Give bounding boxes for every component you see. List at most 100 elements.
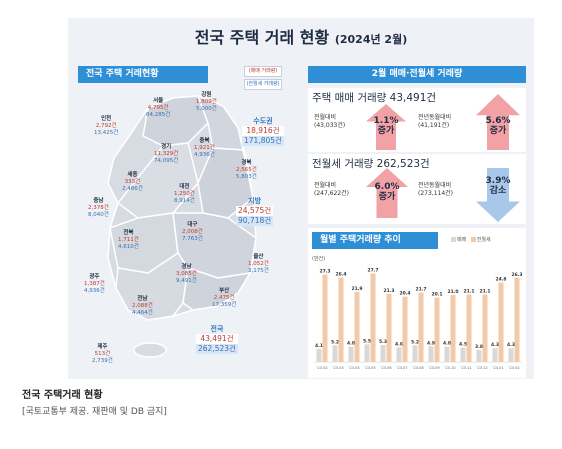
region-jeonbuk: 전북 1,711건 4,610건 [118,230,139,251]
tick-label-0: '23.02 [316,366,327,370]
tick-label-7: '23.09 [428,366,440,370]
chart-unit-label: (만건) [312,255,325,262]
region-name: 광주 [89,274,100,280]
sale-yoy-prev: (41,191건) [418,122,450,129]
region-daegu: 대구 2,008건 7,763건 [182,222,203,243]
rent-yoy-label: 전년동월대비 (273,114건) [418,182,453,198]
region-sale: 3,085건 [176,271,197,277]
region-capital: 수도권 18,916건 171,805건 [242,116,284,146]
rent-yoy-label-text: 전년동월대비 [418,182,452,189]
legend-sale: (매매 거래량) [244,66,282,77]
bar-rent-8 [450,294,456,362]
label-sale-2: 4.8 [347,341,355,347]
region-sale: 2,088건 [132,303,153,309]
sale-mom-label-text: 전월대비 [314,114,337,121]
region-sale: 1,387건 [84,281,105,287]
region-sale: 2,008건 [182,229,203,235]
label-sale-4: 5.3 [379,339,387,345]
legend-swatch-sale [451,237,456,242]
local-name: 지방 [248,197,262,205]
korea-map-shape [107,94,257,358]
label-rent-3: 27.7 [367,267,378,273]
bar-sale-2 [348,346,354,362]
rent-yoy-dir: 감소 [489,186,507,196]
region-jeju: 제주 513건 2,739건 [92,344,113,365]
label-rent-10: 21.1 [479,288,490,294]
label-rent-8: 21.0 [447,289,458,295]
region-rent: 5,000건 [196,106,217,112]
bar-sale-12 [508,348,514,362]
right-panel-header: 2월 매매·전월세 거래량 [308,66,526,83]
sale-yoy-pct-value: 5.6% [485,116,511,126]
infographic-title: 전국 주택 거래 현황 (2024년 2월) [68,24,534,48]
region-rent: 84,285건 [146,112,171,118]
monthly-chart-panel: 월별 주택거래량 추이 매매 전월세 (만건) 4.1 27.3 '23.02 5.2… [308,228,526,378]
region-rent: 5,803건 [236,174,257,180]
capital-rent: 171,805건 [242,136,284,146]
label-sale-0: 4.1 [315,343,323,349]
label-sale-5: 4.6 [395,341,403,347]
monthly-bar-chart: (만건) 4.1 27.3 '23.02 5.2 26.4 '23.03 4.8 21.9 '2… [312,255,523,370]
region-sejong: 세종 333건 2,486건 [122,172,143,193]
rent-yoy-prev: (273,114건) [418,190,454,197]
label-rent-2: 21.9 [351,286,362,292]
bar-rent-0 [322,274,328,362]
region-name: 전북 [123,230,134,236]
bar-rent-4 [386,293,392,362]
bar-sale-11 [492,348,498,362]
region-name: 경기 [161,144,172,150]
tick-label-8: '23.10 [444,366,456,370]
label-rent-9: 21.1 [463,288,474,294]
bar-sale-1 [332,345,338,362]
region-jeonnam: 전남 2,088건 4,464건 [132,296,153,317]
region-name: 대전 [179,184,190,190]
tick-label-9: '23.11 [460,366,471,370]
region-name: 강원 [201,92,212,98]
source-credit: [국토교통부 제공. 재판매 및 DB 금지] [22,407,167,417]
sale-yoy-dir: 증가 [489,126,507,136]
region-chungbuk: 충북 1,921건 4,936건 [194,138,215,159]
bar-sale-8 [444,346,450,362]
label-rent-4: 21.3 [383,288,394,294]
region-gyeongnam: 경남 3,085건 9,491건 [176,264,197,285]
tick-label-11: '24.01 [492,366,503,370]
local-rent: 90,718건 [236,216,274,226]
label-sale-12: 4.3 [507,342,515,348]
region-daejeon: 대전 1,250건 8,914건 [174,184,195,205]
local-sale: 24,575건 [236,206,274,216]
region-sale: 1,052건 [248,261,269,267]
rent-volume-box: 전월세 거래량 262,523건 전월대비 (247,622건) 6.0% 증가 전… [308,154,526,224]
region-sale: 11,329건 [154,151,179,157]
title-date: (2024년 2월) [334,33,408,46]
region-name: 충남 [93,198,104,204]
tick-label-1: '23.03 [332,366,343,370]
region-name: 충북 [199,138,210,144]
chart-legend: 매매 전월세 [448,236,491,243]
region-rent: 7,763건 [182,236,203,242]
bar-sale-3 [364,344,370,362]
nation-sale: 43,491건 [196,334,238,344]
region-name: 울산 [253,254,264,260]
chart-header: 월별 주택거래량 추이 [312,232,438,249]
bar-sale-0 [316,348,322,362]
region-rent: 4,936건 [84,288,105,294]
rent-mom-pct: 6.0% 증가 [366,182,408,202]
bar-rent-10 [482,294,488,362]
sale-volume-box: 주택 매매 거래량 43,491건 전월대비 (43,033건) 1.1% 증가 전… [308,88,526,152]
rent-mom-label: 전월대비 (247,622건) [314,182,349,198]
rent-mom-label-text: 전월대비 [314,182,337,189]
region-gyeonggi: 경기 11,329건 74,095건 [154,144,178,165]
sale-mom-label: 전월대비 (43,033건) [314,114,345,130]
region-sale: 2,792건 [95,123,117,129]
region-ulsan: 울산 1,052건 3,175건 [248,254,269,275]
label-sale-3: 5.5 [363,338,371,344]
label-rent-5: 20.4 [399,291,410,297]
bar-sale-10 [476,349,482,362]
region-gyeongbuk: 경북 2,565건 5,803건 [236,160,257,181]
region-rent: 4,610건 [118,244,139,250]
bar-rent-9 [466,294,472,362]
label-rent-6: 21.7 [415,287,426,293]
region-local: 지방 24,575건 90,718건 [236,196,274,226]
region-sale: 1,809건 [196,99,217,105]
tick-label-12: '24.02 [508,366,519,370]
